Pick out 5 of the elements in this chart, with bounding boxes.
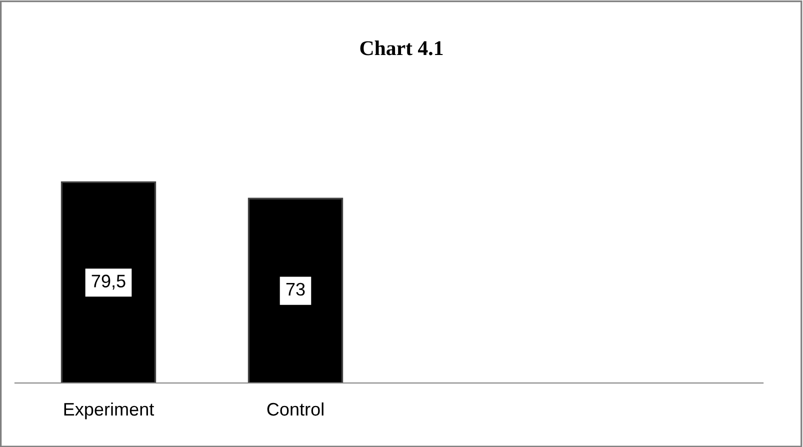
data-label: 79,5 [92,274,126,290]
x-tick-label: Control [267,402,324,416]
x-tick-label: Experiment [64,402,154,420]
data-label: 73 [286,282,305,296]
chart-title: Chart 4.1 [360,40,443,56]
